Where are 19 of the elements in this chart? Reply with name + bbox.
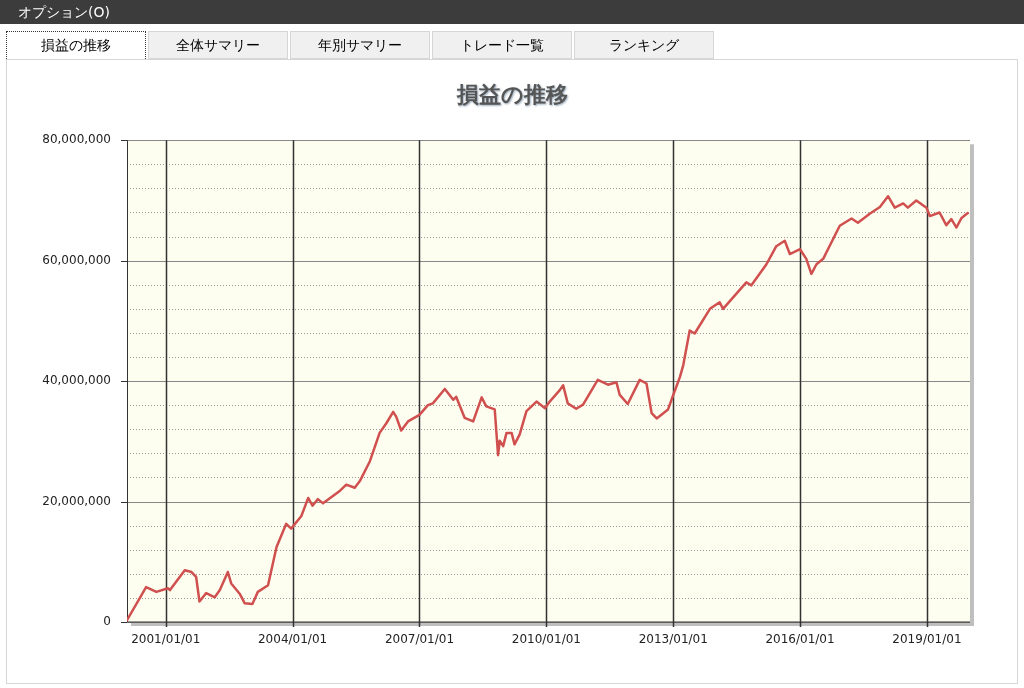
- y-tick-label: 20,000,000: [42, 493, 111, 508]
- x-tick-label: 2019/01/01: [892, 632, 962, 647]
- x-tick-label: 2007/01/01: [384, 632, 455, 647]
- x-tick-label: 2010/01/01: [511, 632, 581, 647]
- y-tick-label: 80,000,000: [42, 132, 111, 147]
- text: 年別サマリー: [290, 31, 430, 59]
- text: 損益の推移: [6, 31, 146, 59]
- text: オプション(O): [0, 0, 1024, 24]
- chart-title: 損益の推移: [455, 80, 569, 109]
- x-tick-label: 2001/01/01: [131, 632, 201, 647]
- x-tick-label: 2004/01/01: [257, 632, 328, 647]
- text: トレード一覧: [432, 31, 572, 59]
- y-tick-label: 40,000,000: [42, 373, 111, 388]
- x-tick-label: 2013/01/01: [638, 632, 708, 647]
- y-tick-label: 0: [103, 614, 111, 629]
- x-tick-label: 2016/01/01: [765, 632, 835, 647]
- y-tick-label: 60,000,000: [42, 252, 111, 267]
- text: ランキング: [574, 31, 714, 59]
- text: 全体サマリー: [148, 31, 288, 59]
